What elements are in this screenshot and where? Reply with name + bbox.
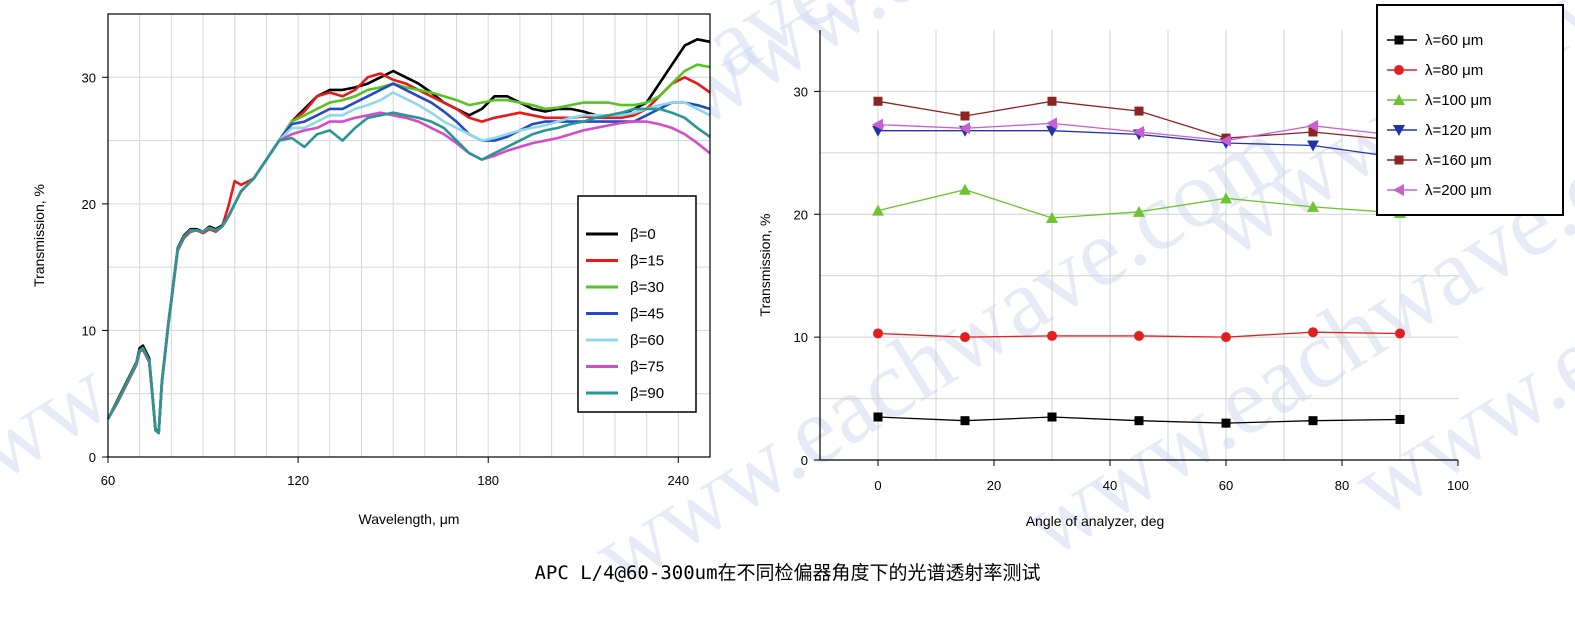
data-point [1221,418,1231,428]
chart-angle: 0 20 40 60 80 100 0 10 20 30 Angle of analyzer, de… [757,4,1564,529]
data-point [1047,96,1057,106]
chart-wavelength: 60 120 180 240 0 10 20 30 Wavelength, μm Transmis… [31,13,711,527]
data-point [1134,106,1144,116]
y-tick-label: 0 [801,453,808,468]
data-point [872,204,884,216]
y-axis-label: Transmission, % [31,184,47,287]
data-point [873,96,883,106]
legend-entry: λ=200 μm [1425,182,1492,199]
y-tick-label: 10 [82,323,96,338]
legend-entry: β=0 [630,226,656,243]
x-tick-label: 0 [874,478,881,493]
legend-entry: β=75 [630,359,664,376]
data-point [1307,200,1319,212]
data-point [1133,205,1145,217]
legend-entry: λ=80 μm [1425,62,1483,79]
data-point [1308,416,1318,426]
data-point [959,183,971,195]
legend-entry: λ=100 μm [1425,92,1492,109]
y-tick-label: 30 [794,84,808,99]
legend-marker [1393,94,1405,105]
data-point [1046,125,1058,137]
data-point [1307,119,1318,132]
y-axis-label: Transmission, % [757,214,773,317]
x-tick-label: 60 [1219,478,1233,493]
data-point [1395,414,1405,424]
x-tick-label: 80 [1335,478,1349,493]
y-tick-label: 10 [794,330,808,345]
data-point [873,412,883,422]
legend-entry: λ=60 μm [1425,32,1483,49]
x-axis-label: Wavelength, μm [359,511,460,527]
data-point [873,328,883,339]
data-point [872,118,883,131]
legend-entry: β=30 [630,279,664,296]
data-point [1308,327,1318,338]
series-line-beta-6 [106,107,711,435]
legend-marker [1394,155,1404,165]
legend-entry: β=60 [630,332,664,349]
data-point [959,122,970,135]
data-point [1046,117,1057,130]
data-point [1220,134,1231,147]
data-point [960,416,970,426]
x-tick-label: 20 [987,478,1001,493]
y-tick-label: 30 [82,70,96,85]
x-tick-label: 180 [477,473,499,488]
x-tick-label: 60 [101,473,115,488]
legend-marker [1394,65,1404,75]
data-point [1308,127,1318,137]
data-point [1133,125,1144,138]
data-point [1220,192,1232,204]
plot-frame [107,13,711,458]
figure-caption: APC L/4@60-300um在不同检偏器角度下的光谱透射率测试 [534,562,1041,584]
x-tick-label: 40 [1103,478,1117,493]
legend-entry: β=45 [630,306,664,323]
legend-marker [1393,184,1404,196]
legend-marker [1394,35,1404,45]
x-tick-label: 240 [667,473,689,488]
y-tick-label: 20 [794,207,808,222]
legend-entry: β=15 [630,253,664,270]
data-point [1221,332,1231,343]
legend-entry: λ=160 μm [1425,152,1492,169]
data-point [960,111,970,121]
data-point [1046,211,1058,223]
data-point [1395,328,1405,339]
legend-marker [1393,125,1405,136]
x-tick-label: 100 [1447,478,1469,493]
x-tick-label: 120 [287,473,309,488]
x-axis-label: Angle of analyzer, deg [1026,513,1165,529]
y-tick-label: 20 [82,197,96,212]
data-point [1134,330,1144,341]
data-point [1047,412,1057,422]
data-point [1307,140,1319,152]
data-point [960,332,970,343]
legend-entry: λ=120 μm [1425,122,1492,139]
y-tick-label: 0 [89,450,96,465]
data-point [1047,330,1057,341]
data-point [1134,416,1144,426]
legend-entry: β=90 [630,385,664,402]
legend-box [577,195,697,413]
